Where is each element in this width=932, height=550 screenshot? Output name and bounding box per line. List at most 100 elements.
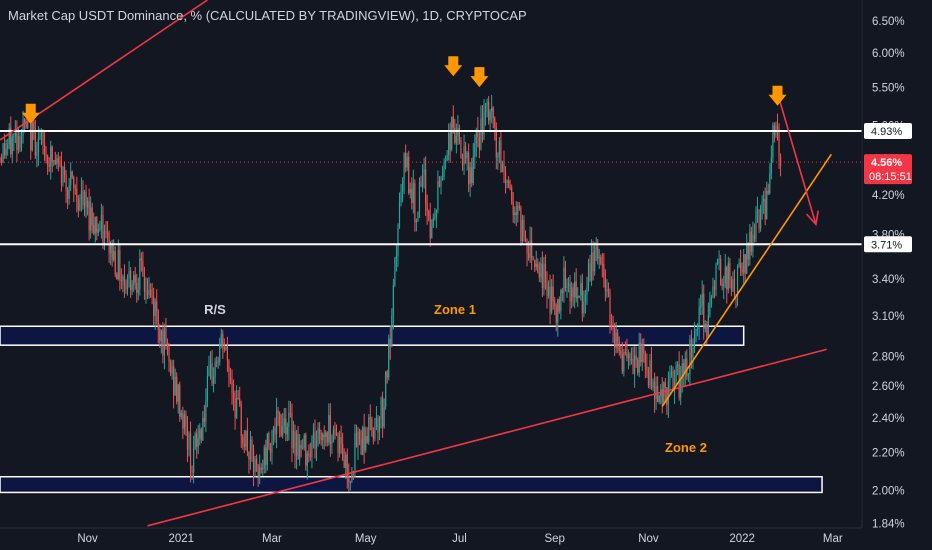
candle-body: [764, 198, 766, 219]
candle-body: [145, 290, 147, 292]
candle-body: [142, 260, 144, 277]
candle-body: [758, 210, 760, 229]
candle-body: [497, 156, 499, 158]
candle-body: [712, 286, 714, 298]
candle-body: [417, 212, 419, 221]
candle-body: [286, 426, 288, 435]
candle-body: [83, 191, 86, 206]
candle-body: [259, 467, 261, 477]
candle-body: [527, 253, 530, 258]
candle-body: [680, 378, 682, 398]
candle-body: [332, 429, 335, 442]
candle-body: [289, 413, 292, 415]
candle-body: [45, 155, 47, 157]
candle-body: [532, 258, 534, 260]
candle-body: [357, 431, 359, 447]
candle-body: [328, 415, 330, 443]
x-tick-label: Jul: [452, 533, 467, 545]
candle-body: [538, 272, 540, 278]
candle-body: [391, 315, 393, 347]
candle-body: [693, 331, 696, 348]
candle-body: [345, 454, 347, 468]
candle-body: [575, 281, 577, 299]
candle-body: [589, 263, 591, 281]
candle-body: [312, 432, 315, 442]
candle-body: [617, 332, 619, 342]
candle-body: [471, 167, 473, 184]
candle-body: [274, 427, 276, 435]
candle-body: [644, 353, 646, 367]
price-axis[interactable]: 6.50%6.00%5.50%5.00%4.60%4.20%3.80%3.40%…: [872, 16, 905, 531]
candle-body: [31, 121, 33, 151]
candle-body: [146, 290, 149, 296]
candle-body: [300, 445, 302, 448]
candle-body: [105, 231, 107, 233]
candle-body: [173, 365, 175, 396]
candle-body: [11, 137, 13, 154]
candle-body: [154, 301, 156, 317]
candle-body: [767, 191, 769, 194]
candle-body: [540, 263, 542, 278]
candle-body: [429, 215, 431, 239]
candle-body: [166, 342, 169, 347]
candle-body: [234, 398, 236, 418]
zone-box-0: [0, 325, 745, 346]
candle-body: [440, 178, 442, 188]
candle-body: [755, 211, 757, 239]
candle-body: [534, 259, 536, 267]
candle-body: [400, 191, 402, 203]
y-tick-label: 2.40%: [872, 413, 905, 425]
candle-body: [177, 384, 179, 402]
candle-body: [715, 264, 717, 290]
candle-body: [752, 234, 754, 252]
candle-body: [47, 156, 49, 166]
trendline-rising-support: [661, 153, 832, 407]
candle-body: [50, 146, 52, 167]
candle-body: [306, 453, 308, 466]
candle-body: [282, 425, 284, 436]
candle-body: [36, 152, 38, 156]
candle-body: [243, 443, 245, 447]
candle-body: [723, 283, 725, 287]
candle-body: [574, 281, 576, 297]
candle-body: [100, 214, 103, 229]
candle-body: [388, 338, 390, 378]
candle-body: [10, 127, 12, 154]
candle-body: [23, 119, 26, 123]
candle-body: [412, 183, 414, 203]
candle-body: [320, 432, 322, 441]
candle-body: [486, 101, 488, 106]
candle-body: [501, 163, 504, 173]
candle-body: [205, 400, 207, 422]
candle-body: [174, 376, 176, 396]
candle-body: [378, 418, 381, 433]
y-tick-label: 1.84%: [872, 519, 905, 531]
candle-body: [74, 188, 76, 190]
candle-body: [60, 164, 63, 183]
candle-body: [208, 368, 210, 377]
candle-body: [451, 116, 453, 150]
candle-body: [283, 418, 285, 426]
candle-body: [94, 217, 96, 234]
candle-body: [706, 323, 708, 337]
peak-arrow-icon-2: [470, 67, 489, 88]
candle-body: [217, 361, 219, 363]
candle-body: [43, 142, 46, 156]
candle-body: [428, 210, 430, 216]
candle-body: [590, 252, 593, 281]
candle-body: [314, 432, 316, 449]
candle-body: [507, 180, 510, 188]
peak-arrow-icon-0: [21, 103, 40, 124]
candle-body: [182, 412, 184, 429]
x-tick-label: Nov: [77, 533, 98, 545]
candle-body: [425, 169, 427, 203]
time-axis[interactable]: Nov 2021 Mar May Jul Sep Nov 2022 Mar: [77, 533, 843, 545]
y-tick-label: 2.80%: [872, 351, 905, 363]
candle-body: [222, 333, 224, 349]
candle-body: [188, 433, 190, 450]
candle-body: [423, 169, 425, 176]
candle-body: [677, 364, 679, 366]
candle-body: [42, 131, 44, 143]
candle-body: [272, 427, 275, 441]
